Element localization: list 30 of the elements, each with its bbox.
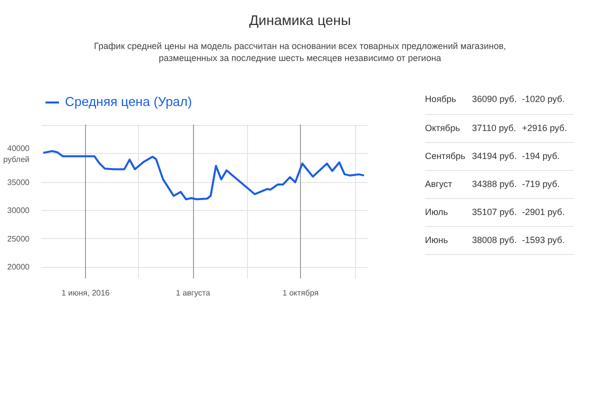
text: 35107 руб. <box>472 198 522 226</box>
text: Июль <box>425 198 472 226</box>
chart-subtitle: График средней цены на модель рассчитан на основании всех товарных предложений магазинов, размещенных за последние шесть месяцев независимо от региона <box>93 40 507 64</box>
text: -194 руб. <box>522 142 574 170</box>
text: -1593 руб. <box>522 226 574 254</box>
text: 34194 руб. <box>472 142 522 170</box>
text: 34388 руб. <box>472 170 522 198</box>
y-tick-label: 25000 <box>7 234 30 244</box>
legend-label: Средняя цена (Урал) <box>65 94 192 109</box>
text: -2901 руб. <box>522 198 574 226</box>
text: Сентябрь <box>425 142 472 170</box>
text: Август <box>425 170 472 198</box>
text: 36090 руб. <box>472 86 522 114</box>
y-tick-label: 30000 <box>7 206 30 216</box>
text: 37110 руб. <box>472 114 522 142</box>
text: -1020 руб. <box>522 86 574 114</box>
chart-title: Динамика цены <box>249 11 351 30</box>
y-tick-label: 35000 <box>7 178 30 187</box>
y-tick-label: 40000 рублей <box>3 144 30 164</box>
x-tick-label: 1 октября <box>282 288 319 298</box>
text: Ноябрь <box>425 86 472 114</box>
text: Июнь <box>425 226 472 254</box>
text: +2916 руб. <box>522 114 574 142</box>
x-tick-label: 1 июня, 2016 <box>61 288 110 298</box>
y-tick-label: 20000 <box>7 262 30 272</box>
text: 38008 руб. <box>472 226 522 254</box>
text: -719 руб. <box>522 170 574 198</box>
x-tick-label: 1 августа <box>176 288 211 298</box>
text: Октябрь <box>425 114 472 142</box>
line-series <box>42 150 365 200</box>
